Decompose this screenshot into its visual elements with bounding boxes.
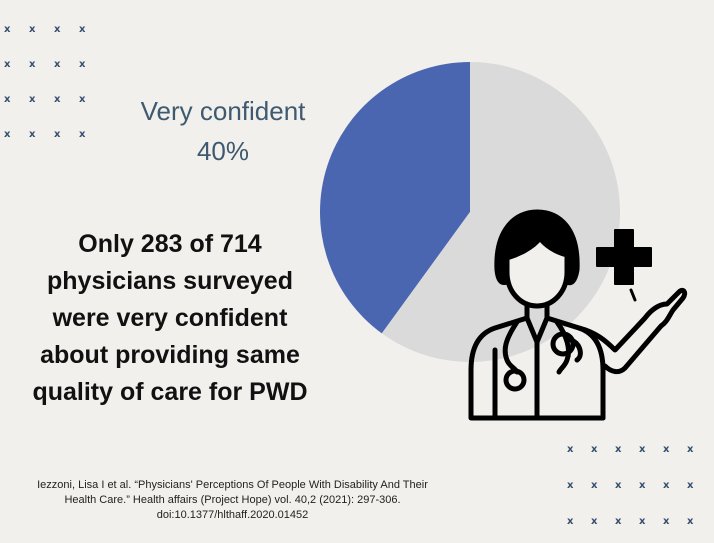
x-mark: x [29, 24, 36, 35]
x-mark: x [687, 516, 694, 527]
x-mark: x [4, 94, 11, 105]
x-mark: x [591, 516, 598, 527]
x-mark: x [615, 480, 622, 491]
x-mark: x [79, 59, 86, 70]
citation: Iezzoni, Lisa I et al. “Physicians' Perc… [37, 479, 428, 521]
x-mark: x [29, 129, 36, 140]
x-mark: x [4, 129, 11, 140]
x-mark: x [663, 480, 670, 491]
headline: Only 283 of 714 physicians surveyed were… [32, 230, 308, 406]
x-mark: x [54, 94, 61, 105]
x-mark: x [4, 24, 11, 35]
x-mark: x [29, 59, 36, 70]
x-mark: x [567, 444, 574, 455]
slice-value-label: 40% [196, 136, 250, 166]
x-mark: x [567, 480, 574, 491]
x-mark: x [79, 94, 86, 105]
pie-slice-0 [320, 62, 470, 334]
x-mark: x [79, 24, 86, 35]
x-mark: x [29, 94, 36, 105]
doctor-icon [468, 209, 688, 421]
x-mark: x [615, 516, 622, 527]
slice-label: Very confident [140, 96, 306, 126]
x-mark: x [639, 480, 646, 491]
x-mark: x [663, 444, 670, 455]
x-mark: x [567, 516, 574, 527]
x-mark: x [687, 444, 694, 455]
x-mark: x [54, 24, 61, 35]
x-mark: x [615, 444, 622, 455]
x-mark: x [54, 59, 61, 70]
x-mark: x [79, 129, 86, 140]
x-mark: x [591, 444, 598, 455]
x-mark: x [639, 516, 646, 527]
x-mark: x [54, 129, 61, 140]
x-mark: x [591, 480, 598, 491]
medical-cross-icon [596, 229, 652, 285]
x-mark: x [687, 480, 694, 491]
x-mark: x [663, 516, 670, 527]
x-mark: x [4, 59, 11, 70]
x-mark: x [639, 444, 646, 455]
